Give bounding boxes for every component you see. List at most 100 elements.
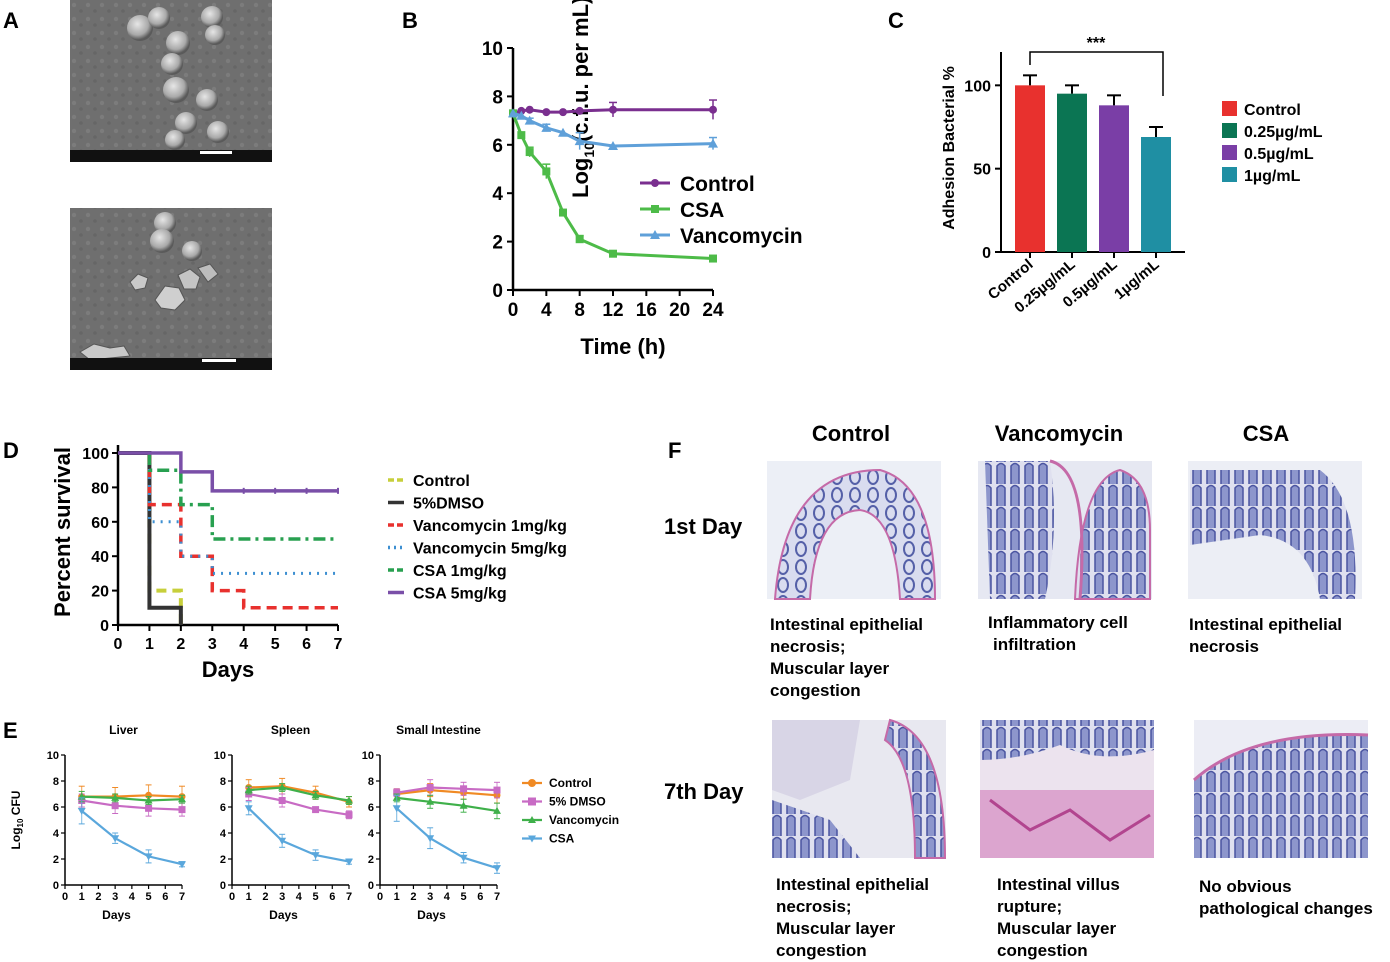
chart-e-line (81, 799, 183, 811)
chart-e-ytick-label: 2 (220, 854, 226, 866)
chart-e-xtick-label: 2 (262, 891, 268, 903)
chart-d-xtick-label: 3 (208, 636, 217, 653)
chart-e-point (145, 804, 153, 812)
row-header-day1: 1st Day (664, 514, 743, 539)
legend-label: Vancomycin 5mg/kg (413, 541, 567, 558)
chart-d-xtick-label: 7 (334, 636, 343, 653)
chart-e-xlabel: Days (102, 908, 131, 922)
significance-label: *** (1087, 35, 1106, 52)
legend-marker (528, 797, 536, 806)
chart-c-ytick-label: 100 (964, 78, 991, 95)
histology-day7-control (772, 718, 947, 859)
chart-e-point (278, 797, 286, 804)
chart-b-point (524, 115, 535, 125)
chart-b-point (574, 136, 585, 146)
chart-e-title: Liver (109, 723, 138, 737)
legend-label: 5% DMSO (549, 795, 606, 809)
chart-e-point (345, 858, 353, 866)
chart-e-ytick-label: 8 (368, 776, 374, 788)
chart-e-point (392, 805, 401, 813)
chart-e-ytick-label: 2 (53, 854, 59, 866)
chart-d-ytick-label: 100 (82, 446, 109, 463)
chart-c-ylabel: Adhesion Bacterial % (941, 66, 958, 230)
chart-e-line (81, 810, 183, 866)
chart-b-xtick-label: 16 (636, 300, 657, 321)
caption-day1-vancomycin: Inflammatory cell infiltration (988, 613, 1128, 654)
chart-e-xtick-label: 4 (444, 891, 451, 903)
chart-e-ytick-label: 4 (220, 828, 227, 840)
chart-e-title: Small Intestine (396, 723, 481, 737)
chart-e-point (178, 861, 186, 869)
chart-c-bar-2 (1099, 105, 1129, 252)
histology-panel: Control Vancomycin CSA 1st Day 7th Day (664, 421, 1369, 859)
chart-d-xlabel: Days (202, 657, 255, 682)
legend-label: Control (549, 776, 592, 790)
chart-b-point (708, 138, 718, 148)
legend-label: 1µg/mL (1244, 168, 1301, 185)
legend-label: 0.25µg/mL (1244, 124, 1323, 141)
chart-e-point (244, 786, 253, 794)
histology-day7-csa (1193, 720, 1369, 858)
chart-e-xtick-label: 3 (112, 891, 118, 903)
chart-e-line (247, 807, 350, 863)
chart-b-ytick-label: 8 (492, 87, 503, 108)
chart-e-ytick-label: 0 (368, 880, 374, 892)
chart-b-legend: Control CSA Vancomycin (640, 173, 803, 248)
chart-e-ytick-label: 10 (362, 750, 374, 762)
chart-e-ytick-label: 4 (368, 828, 375, 840)
chart-d-ytick-label: 80 (91, 480, 109, 497)
chart-b-point (541, 122, 552, 132)
chart-e-point (144, 796, 153, 804)
chart-b-ytick-label: 0 (492, 281, 503, 302)
chart-b-point (516, 110, 527, 120)
chart-b-point (559, 108, 567, 117)
chart-d-xtick-label: 2 (176, 636, 185, 653)
chart-d-legend: Control 5%DMSO Vancomycin 1mg/kg Vancomycin… (388, 473, 567, 603)
chart-e-ytick-label: 6 (220, 802, 226, 814)
chart-e-point (493, 786, 501, 794)
legend-marker (650, 230, 660, 239)
chart-e-line (248, 786, 350, 802)
chart-e-xtick-label: 2 (95, 891, 101, 903)
legend-label: Control (680, 173, 755, 196)
chart-e-point (312, 806, 320, 814)
chart-c-bar-3 (1141, 137, 1171, 252)
chart-b-ytick-label: 2 (492, 233, 503, 254)
chart-c-ytick-label: 0 (982, 245, 991, 262)
legend-label: Control (413, 473, 470, 490)
histology-day1-csa (1188, 461, 1362, 599)
chart-e-xtick-label: 1 (394, 891, 400, 903)
chart-e-ytick-label: 2 (368, 854, 374, 866)
histology-day1-control (767, 461, 941, 600)
legend-label: CSA (680, 199, 724, 222)
chart-d-line-4 (147, 453, 338, 541)
histology-day1-vancomycin (978, 459, 1152, 600)
chart-e-ytick-label: 8 (220, 776, 226, 788)
chart-b-point (558, 127, 568, 137)
chart-e-line (396, 796, 498, 812)
col-header-csa: CSA (1243, 421, 1290, 446)
caption-day7-control: Intestinal epithelial necrosis; Muscular… (776, 875, 930, 960)
chart-e-ytick-label: 8 (53, 776, 59, 788)
chart-b-point (575, 106, 584, 115)
chart-d-xtick-label: 1 (145, 636, 154, 653)
chart-e-ytick-label: 6 (368, 802, 374, 814)
significance-bracket (1029, 51, 1164, 96)
legend-swatch (1222, 123, 1237, 138)
chart-e-xtick-label: 7 (494, 891, 500, 903)
panel-label-b: B (402, 8, 418, 33)
chart-e-xtick-label: 7 (346, 891, 352, 903)
legend-marker (528, 835, 536, 843)
chart-e-ytick-label: 6 (53, 802, 59, 814)
legend-label: Vancomycin 1mg/kg (413, 518, 567, 535)
col-header-control: Control (812, 421, 890, 446)
chart-b-point (609, 249, 617, 258)
chart-b-ytick-label: 4 (492, 184, 503, 205)
chart-d-ytick-label: 0 (100, 618, 109, 635)
chart-b: Log10(c.f.u. per mL) Time (h) 0 4 8 12 16 20 2… (482, 0, 803, 359)
chart-e-xtick-label: 4 (129, 891, 136, 903)
chart-e-point (77, 807, 86, 815)
chart-c: Adhesion Bacterial % 0 50 100 Control 0.25µ… (941, 35, 1323, 316)
